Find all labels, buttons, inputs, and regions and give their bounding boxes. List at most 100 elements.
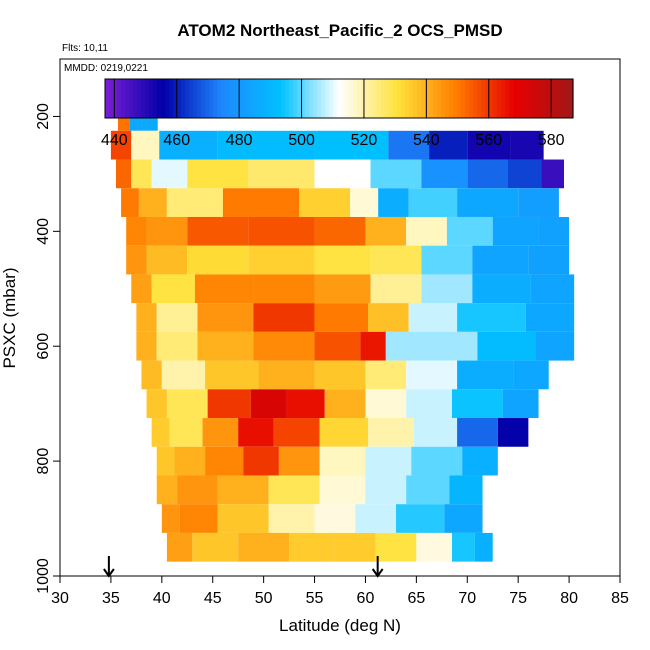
colorbar-swatch bbox=[229, 79, 234, 118]
colorbar-swatch bbox=[453, 79, 458, 118]
colorbar-swatch bbox=[133, 79, 138, 118]
curtain-cell bbox=[314, 360, 366, 390]
curtain-cell bbox=[138, 188, 167, 217]
curtain-cell bbox=[161, 504, 180, 533]
curtain-cell bbox=[368, 418, 414, 447]
curtain-cell bbox=[492, 216, 539, 246]
colorbar-swatch bbox=[281, 79, 286, 118]
colorbar-swatch bbox=[409, 79, 414, 118]
colorbar-swatch bbox=[441, 79, 446, 118]
colorbar-swatch bbox=[505, 79, 510, 118]
curtain-cell bbox=[217, 130, 315, 160]
colorbar-swatch bbox=[305, 79, 310, 118]
curtain-cell bbox=[314, 504, 356, 533]
curtain-cell bbox=[413, 418, 458, 447]
curtain-cell bbox=[444, 504, 483, 533]
curtain-cell bbox=[238, 418, 274, 447]
curtain-cell bbox=[449, 475, 483, 505]
curtain-cell bbox=[187, 245, 249, 275]
colorbar-swatch bbox=[141, 79, 146, 118]
y-tick-label: 200 bbox=[35, 103, 52, 130]
curtain-cell bbox=[370, 159, 422, 189]
x-tick-label: 55 bbox=[306, 590, 324, 607]
y-axis: 200 400 600 800 1000 bbox=[35, 59, 61, 594]
curtain-cell bbox=[131, 274, 152, 304]
curtain-cell bbox=[365, 216, 407, 246]
curtain-cell bbox=[370, 245, 422, 275]
curtain-cell bbox=[472, 245, 529, 275]
curtain-cell bbox=[253, 303, 315, 332]
curtain-cell bbox=[299, 188, 351, 217]
colorbar-tick-label: 540 bbox=[413, 132, 440, 149]
curtain-cell bbox=[421, 159, 468, 189]
curtain-cell bbox=[121, 188, 139, 217]
curtain-cell bbox=[202, 418, 239, 447]
curtain-cell bbox=[452, 532, 475, 562]
colorbar-swatch bbox=[149, 79, 154, 118]
colorbar-tick-label: 480 bbox=[226, 132, 253, 149]
curtain-cell bbox=[136, 303, 157, 332]
colorbar-swatch bbox=[105, 79, 110, 118]
curtain-cell bbox=[243, 446, 279, 476]
curtain-cell bbox=[365, 475, 407, 505]
curtain-cell bbox=[385, 331, 422, 361]
colorbar-swatch bbox=[485, 79, 490, 118]
curtain-cell bbox=[411, 446, 463, 476]
colorbar-tick-label: 560 bbox=[475, 132, 502, 149]
curtain-cell bbox=[408, 303, 458, 332]
colorbar-swatch bbox=[421, 79, 426, 118]
colorbar-swatch bbox=[417, 79, 422, 118]
colorbar-swatch bbox=[117, 79, 122, 118]
curtain-cell bbox=[192, 532, 239, 562]
colorbar-swatch bbox=[317, 79, 322, 118]
colorbar-swatch bbox=[357, 79, 362, 118]
colorbar-swatch bbox=[169, 79, 174, 118]
curtain-cell bbox=[319, 475, 366, 505]
colorbar-swatch bbox=[365, 79, 370, 118]
colorbar-swatch bbox=[381, 79, 386, 118]
colorbar-swatch bbox=[309, 79, 314, 118]
colorbar-swatch bbox=[109, 79, 114, 118]
colorbar-swatch bbox=[397, 79, 402, 118]
curtain-cell bbox=[217, 475, 269, 505]
colorbar-swatch bbox=[145, 79, 150, 118]
curtain-cell bbox=[319, 446, 366, 476]
colorbar: 440 460 480 500 520 540 560 580 bbox=[101, 78, 574, 149]
colorbar-swatch bbox=[509, 79, 514, 118]
colorbar-swatch bbox=[265, 79, 270, 118]
curtain-cell bbox=[289, 532, 335, 562]
x-tick-label: 40 bbox=[153, 590, 171, 607]
colorbar-swatch bbox=[473, 79, 478, 118]
colorbar-swatch bbox=[513, 79, 518, 118]
colorbar-swatch bbox=[201, 79, 206, 118]
colorbar-swatch bbox=[521, 79, 526, 118]
curtain-cell bbox=[151, 274, 195, 304]
curtain-cell bbox=[286, 389, 325, 419]
curtain-cell bbox=[126, 245, 147, 275]
curtain-cell bbox=[146, 216, 188, 246]
colorbar-swatch bbox=[321, 79, 326, 118]
curtain-cell bbox=[421, 245, 473, 275]
colorbar-swatch bbox=[293, 79, 298, 118]
colorbar-swatch bbox=[369, 79, 374, 118]
curtain-cell bbox=[141, 360, 162, 390]
colorbar-swatch bbox=[401, 79, 406, 118]
curtain-cell bbox=[174, 446, 206, 476]
curtain-cell bbox=[166, 188, 223, 217]
curtain-cell bbox=[116, 159, 132, 189]
colorbar-tick-label: 520 bbox=[351, 132, 378, 149]
curtain-cells-layer bbox=[110, 102, 575, 562]
curtain-cell bbox=[146, 245, 188, 275]
curtain-cell bbox=[429, 130, 468, 160]
curtain-cell bbox=[421, 331, 478, 361]
colorbar-swatch bbox=[121, 79, 126, 118]
colorbar-swatch bbox=[361, 79, 366, 118]
colorbar-swatch bbox=[213, 79, 218, 118]
curtain-cell bbox=[368, 303, 409, 332]
curtain-cell bbox=[248, 245, 315, 275]
colorbar-swatch bbox=[329, 79, 334, 118]
colorbar-swatch bbox=[565, 79, 570, 118]
colorbar-swatch bbox=[517, 79, 522, 118]
colorbar-swatch bbox=[545, 79, 550, 118]
colorbar-swatch bbox=[177, 79, 182, 118]
